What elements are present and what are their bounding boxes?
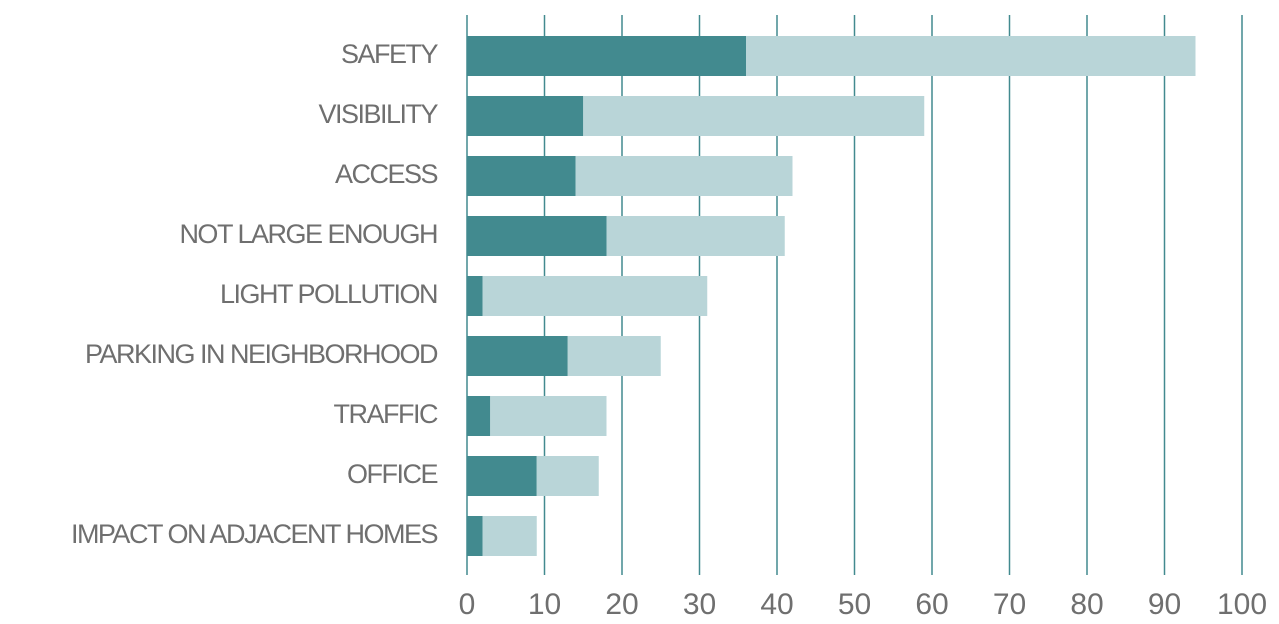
- bar-segment: [536, 456, 599, 496]
- bar-segment: [467, 96, 584, 136]
- x-tick-label: 90: [1148, 588, 1181, 621]
- bar-segment: [467, 216, 607, 256]
- y-tick-label: TRAFFIC: [334, 399, 438, 429]
- bar-segment: [467, 516, 483, 556]
- bar-segment: [567, 336, 661, 376]
- bar-segment: [467, 156, 576, 196]
- x-tick-label: 80: [1070, 588, 1103, 621]
- x-tick-label: 40: [760, 588, 793, 621]
- bar-segment: [467, 396, 491, 436]
- x-tick-label: 10: [528, 588, 561, 621]
- bar-segment: [746, 36, 1196, 76]
- x-tick-label: 50: [838, 588, 871, 621]
- bar-segment: [467, 456, 537, 496]
- x-tick-label: 30: [683, 588, 716, 621]
- x-tick-label: 20: [605, 588, 638, 621]
- bar-segment: [482, 516, 537, 556]
- y-tick-label: LIGHT POLLUTION: [220, 279, 437, 309]
- x-tick-label: 0: [459, 588, 476, 621]
- bar-segment: [482, 276, 708, 316]
- bar-segment: [575, 156, 793, 196]
- y-tick-label: OFFICE: [347, 459, 437, 489]
- x-tick-label: 60: [915, 588, 948, 621]
- y-tick-label: SAFETY: [341, 39, 439, 69]
- x-tick-label: 70: [993, 588, 1026, 621]
- y-tick-label: VISIBILITY: [318, 99, 438, 129]
- y-tick-label: PARKING IN NEIGHBORHOOD: [85, 339, 438, 369]
- bar-segment: [606, 216, 785, 256]
- bar-segment: [490, 396, 607, 436]
- bar-segment: [583, 96, 925, 136]
- bar-segment: [467, 336, 568, 376]
- bar-segment: [467, 36, 746, 76]
- y-tick-label: NOT LARGE ENOUGH: [179, 219, 437, 249]
- y-tick-label: ACCESS: [335, 159, 438, 189]
- bar-segment: [467, 276, 483, 316]
- x-tick-label: 100: [1217, 588, 1267, 621]
- y-tick-label: IMPACT ON ADJACENT HOMES: [71, 519, 438, 549]
